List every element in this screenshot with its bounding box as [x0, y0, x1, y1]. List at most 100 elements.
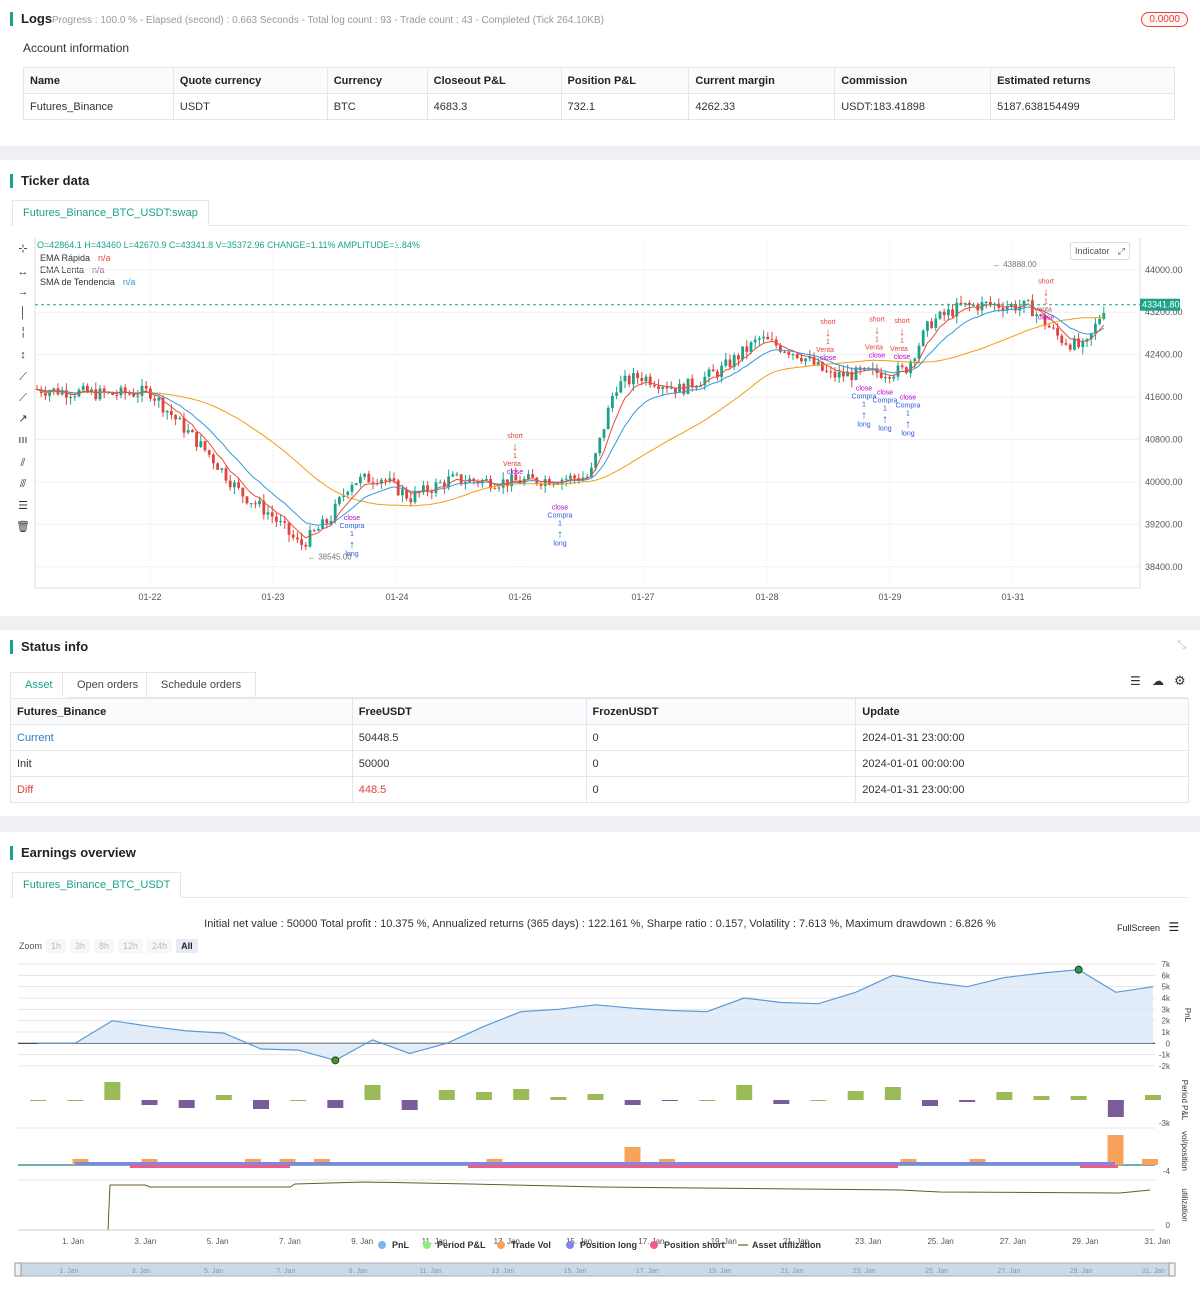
fib-channel-tool-icon[interactable]: ⫻	[19, 478, 27, 490]
navigator-tick-label: 5. Jan	[204, 1268, 223, 1275]
horizontal-ray-tool-icon[interactable]: →	[17, 286, 29, 298]
candle-body	[770, 339, 774, 341]
indicator-button[interactable]: Indicator ⤢	[1070, 242, 1130, 260]
navigator-tick-label: 27. Jan	[997, 1268, 1020, 1275]
period-pnl-bar	[1145, 1095, 1161, 1100]
vertical-arrow-tool-icon[interactable]: ↕	[20, 349, 26, 361]
candle-body	[1010, 304, 1013, 307]
account-cell: BTC	[326, 93, 428, 120]
candle-body	[926, 321, 929, 331]
cloud-download-icon[interactable]: ☁	[1152, 674, 1164, 688]
period-pnl-bar	[773, 1100, 790, 1104]
time-tick-label: 01-22	[138, 592, 161, 602]
candle-body	[913, 358, 917, 362]
legend-swatch	[650, 1241, 658, 1249]
ray-line-tool-icon[interactable]: ⟋	[19, 392, 27, 404]
candle-body	[199, 441, 203, 447]
navigator-tick-label: 29. Jan	[1070, 1268, 1093, 1275]
candle-body	[963, 302, 967, 305]
trend-line-tool-icon[interactable]: ⟋	[19, 371, 27, 383]
candle-body	[249, 503, 253, 505]
asset-cell: 2024-01-01 00:00:00	[855, 750, 1189, 777]
candle-body	[220, 468, 224, 470]
trash-icon[interactable]: 🗑	[16, 521, 30, 533]
candle-body	[619, 381, 623, 393]
candlestick-chart[interactable]: 44000.00 43200.00 42400.00 41600.00 40800.00…	[0, 160, 1200, 616]
candle-body	[417, 491, 421, 493]
zoom-option-8h[interactable]: 8h	[94, 939, 115, 953]
compra-label: Compra	[852, 394, 877, 401]
candle-body	[338, 497, 341, 504]
zoom-option-3h[interactable]: 3h	[70, 939, 91, 953]
zoom-option-All[interactable]: All	[176, 939, 198, 953]
tab-schedule-orders[interactable]: Schedule orders	[146, 672, 257, 697]
short-arrow-icon: ↓	[825, 327, 831, 339]
candle-body	[531, 474, 534, 478]
navigator-right-handle[interactable]	[1168, 1262, 1176, 1277]
close-label: close	[344, 515, 360, 522]
period-pnl-bar	[1033, 1096, 1050, 1100]
asset-header-cell: FreeUSDT	[351, 698, 587, 725]
crosshair-tool-icon[interactable]: ⊹	[18, 243, 28, 255]
venta-label: Venta	[503, 461, 521, 468]
period-pnl-bar	[847, 1091, 864, 1100]
gear-icon[interactable]: ⚙	[1174, 673, 1186, 688]
candle-body	[564, 478, 568, 480]
candle-body	[1094, 323, 1097, 334]
candle-body	[367, 473, 371, 483]
fib-retracement-tool-icon[interactable]: ☰	[18, 500, 28, 512]
legend-item[interactable]: Position long	[566, 1240, 637, 1250]
asset-header-cell: Update	[855, 698, 1189, 725]
collapse-icon[interactable]: ⤡	[1177, 639, 1186, 651]
long-arrow-icon: ↑	[349, 539, 355, 551]
legend-item[interactable]: Period P&L	[423, 1240, 486, 1250]
legend-item[interactable]: PnL	[378, 1240, 410, 1250]
zoom-option-12h[interactable]: 12h	[118, 939, 144, 953]
position-short-band	[1080, 1165, 1118, 1168]
zoom-option-1h[interactable]: 1h	[46, 939, 67, 953]
account-header-cell: Estimated returns	[990, 67, 1175, 94]
asset-header-cell: Futures_Binance	[10, 698, 353, 725]
list-icon[interactable]: ☰	[1130, 674, 1141, 688]
vertical-segment-tool-icon[interactable]: ╎	[19, 327, 27, 339]
candle-body	[653, 384, 656, 387]
candle-body	[443, 482, 446, 487]
period-pnl-bar	[1070, 1096, 1087, 1100]
fullscreen-button[interactable]: FullScreen ☰	[1117, 920, 1179, 934]
account-header-cell: Current margin	[688, 67, 836, 94]
arrow-line-tool-icon[interactable]: ↗	[18, 413, 28, 425]
candle-body	[972, 304, 975, 306]
ticker-tab[interactable]: Futures_Binance_BTC_USDT:swap	[12, 200, 209, 226]
horizontal-line-tool-icon[interactable]: ↔	[17, 266, 29, 278]
tab-asset[interactable]: Asset	[10, 672, 68, 698]
ticker-panel: Ticker data Futures_Binance_BTC_USDT:swa…	[0, 160, 1200, 616]
navigator-left-handle[interactable]	[14, 1262, 22, 1277]
legend-item[interactable]: Position short	[650, 1240, 725, 1250]
candle-body	[753, 339, 757, 343]
vertical-line-tool-icon[interactable]: │	[19, 307, 27, 319]
candle-body	[606, 407, 610, 430]
x-tick-label: 5. Jan	[207, 1237, 229, 1246]
price-tick-label: 40800.00	[1145, 435, 1183, 445]
tab-open-orders[interactable]: Open orders	[62, 672, 154, 697]
candle-body	[258, 500, 261, 505]
price-tick-label: 40000.00	[1145, 477, 1183, 487]
candle-body	[178, 417, 182, 420]
period-pnl-bar	[736, 1085, 753, 1100]
pnl-tick-label: 4k	[1162, 994, 1171, 1003]
compra-label: Compra	[896, 403, 921, 410]
pnl-max-point	[1074, 965, 1083, 974]
zoom-option-24h[interactable]: 24h	[147, 939, 173, 953]
price-tick-label: 43200.00	[1145, 307, 1183, 317]
earnings-tab[interactable]: Futures_Binance_BTC_USDT	[12, 872, 182, 898]
candle-body	[1035, 314, 1038, 317]
parallel-channel-tool-icon[interactable]: ⫽	[20, 457, 26, 469]
price-scale-tool-icon[interactable]: ııı	[18, 434, 28, 446]
candle-body	[304, 544, 308, 547]
legend-item[interactable]: Asset utilization	[738, 1240, 821, 1250]
earnings-chart[interactable]: 7k 6k 5k 4k 3k 2k 1k 0 -1k -2k PnL -3k Period P&L -4 v…	[0, 832, 1200, 1297]
period-pnl-bar	[884, 1087, 901, 1100]
candle-body	[1102, 312, 1106, 319]
legend-item[interactable]: Trade Vol	[497, 1240, 551, 1250]
account-title: Account information	[23, 41, 130, 55]
